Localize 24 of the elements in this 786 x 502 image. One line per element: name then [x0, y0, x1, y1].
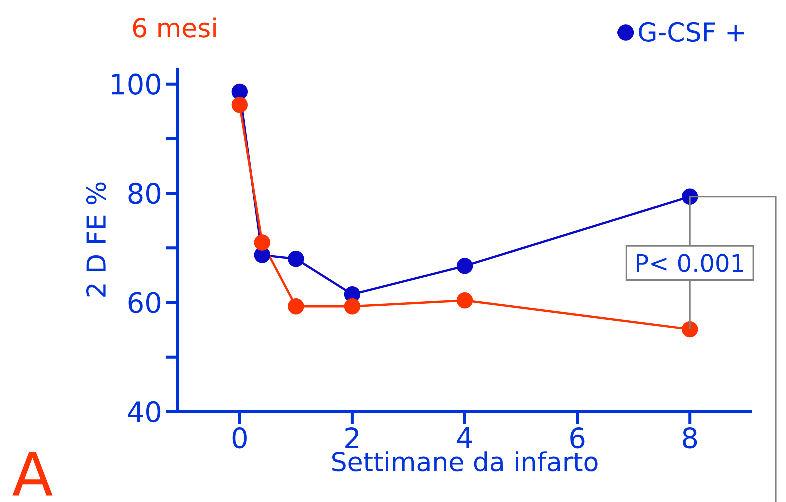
- y-tick-label: 100: [112, 74, 161, 95]
- x-tick-label: 0: [232, 428, 247, 449]
- point: [232, 84, 248, 100]
- point: [254, 234, 271, 251]
- y-axis-title: 2 D FE %: [86, 182, 106, 297]
- y-tick-label: 60: [128, 292, 161, 314]
- y-tick-label: 80: [128, 182, 161, 204]
- point: [682, 321, 698, 338]
- point: [344, 298, 361, 315]
- y-tick-label: 40: [128, 401, 161, 423]
- x-tick-label: 8: [683, 428, 698, 449]
- legend-label: G-CSF +: [639, 22, 744, 42]
- point: [456, 258, 474, 274]
- text: A: [12, 452, 53, 496]
- x-tick-label: 2: [346, 428, 359, 448]
- x-tick-label: 4: [457, 428, 472, 448]
- point: [232, 97, 248, 114]
- x-axis-title: Settimane da infarto: [332, 452, 598, 472]
- annotation: P< 0.001: [637, 254, 744, 272]
- x-tick-label: 6: [570, 428, 585, 449]
- point: [288, 298, 304, 315]
- point: [456, 292, 474, 309]
- chart-title: 6 mesi: [133, 18, 216, 38]
- point: [288, 251, 304, 268]
